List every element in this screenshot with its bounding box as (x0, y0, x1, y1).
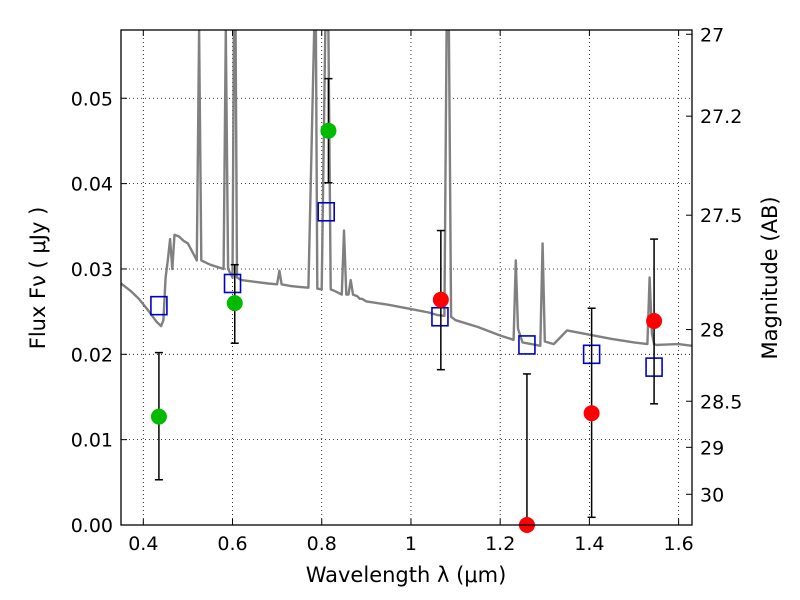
y-tick-label: 0.02 (71, 344, 113, 366)
x-tick-label: 0.4 (128, 533, 158, 555)
model-spectrum-line (121, 30, 692, 347)
right-tick-label: 27.5 (700, 205, 742, 227)
observed-point (646, 313, 663, 330)
model-photometry-marker (518, 335, 536, 355)
right-tick-label: 29 (700, 437, 724, 459)
grid-layer (121, 30, 692, 526)
x-tick-label: 0.8 (307, 533, 337, 555)
observed-point (150, 408, 167, 425)
x-tick-label: 1.2 (485, 533, 515, 555)
right-tick-label: 27.2 (700, 106, 742, 128)
x-tick-label: 1.4 (574, 533, 604, 555)
y-tick-label: 0.03 (71, 259, 113, 281)
observed-point (432, 291, 449, 308)
y-axis-title: Flux Fν ( μJy ) (26, 207, 50, 350)
right-tick-label: 27 (700, 24, 724, 46)
right-tick-label: 30 (700, 484, 724, 506)
y-tick-label: 0.04 (71, 174, 113, 196)
x-tick-label: 1.6 (664, 533, 694, 555)
marker-layer (150, 77, 663, 533)
model-photometry-marker (431, 306, 449, 327)
right-tick-label: 28 (700, 320, 724, 342)
plot-layer (121, 30, 692, 347)
plot-frame (120, 29, 693, 526)
tick-layer: 0.4 0.6 0.8 1 1.2 1.4 1.6 0.00 0.01 0.02 0.03 0.04 0… (71, 24, 743, 555)
model-photometry-marker (150, 295, 168, 316)
right-axis-title: Magnitude (AB) (758, 196, 782, 359)
observed-point (583, 405, 600, 422)
x-axis-title: Wavelength λ (μm) (306, 563, 507, 587)
right-tick-label: 28.5 (700, 391, 742, 413)
observed-point (320, 122, 337, 139)
model-photometry-marker (223, 273, 242, 294)
y-tick-label: 0.00 (71, 515, 113, 537)
observed-point (226, 295, 243, 312)
model-photometry-marker (317, 201, 336, 222)
y-tick-label: 0.05 (71, 88, 113, 110)
x-tick-label: 0.6 (217, 533, 247, 555)
x-tick-label: 1 (405, 533, 417, 555)
y-tick-label: 0.01 (71, 430, 113, 452)
